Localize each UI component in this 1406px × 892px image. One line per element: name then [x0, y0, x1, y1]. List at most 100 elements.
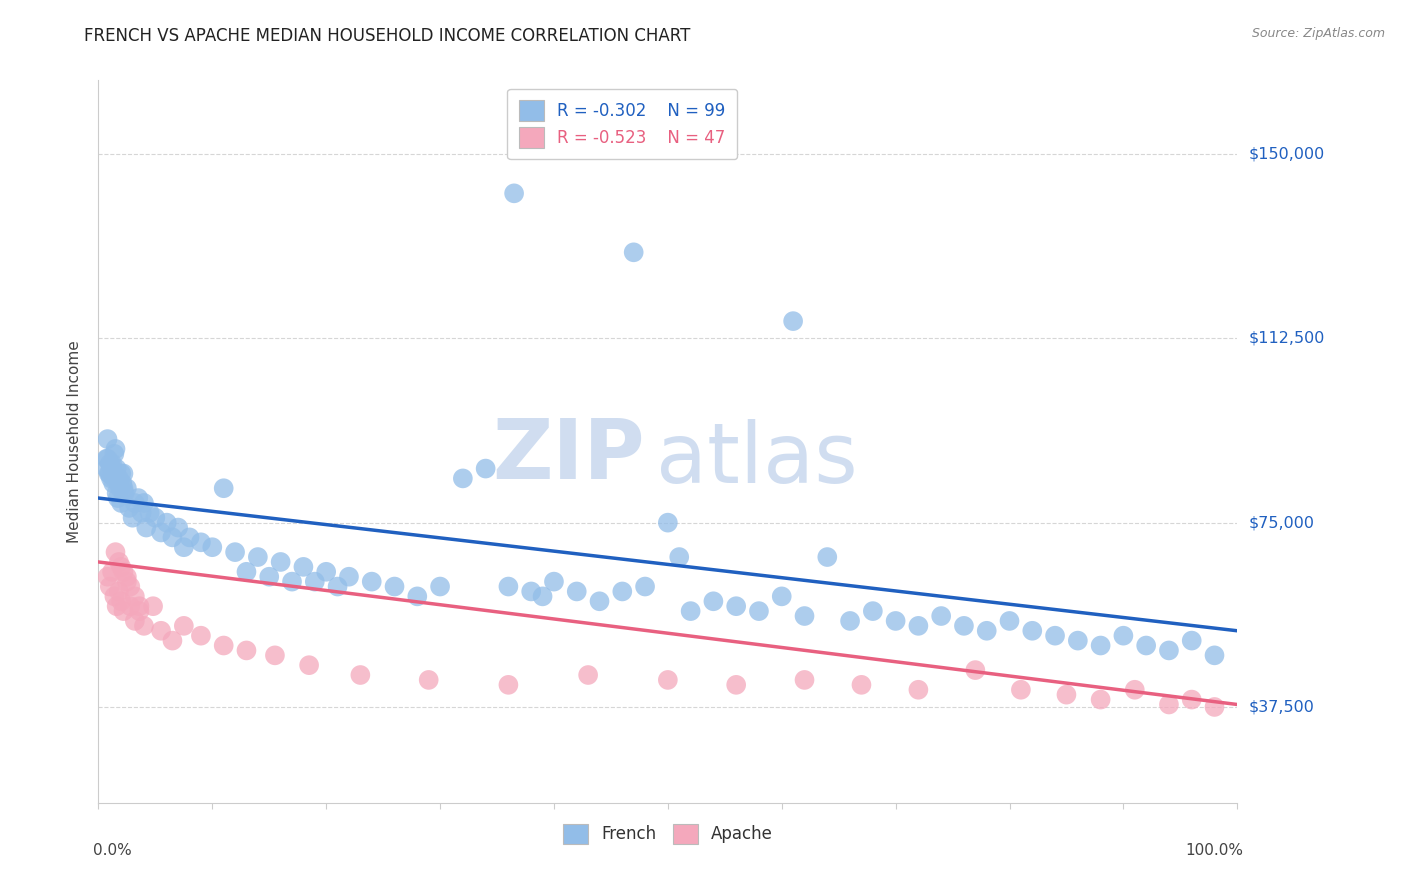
- Point: [145, 510, 167, 524]
- Point: [474, 461, 496, 475]
- Point: [965, 663, 987, 677]
- Point: [108, 476, 131, 491]
- Point: [105, 486, 128, 500]
- Point: [725, 599, 748, 614]
- Point: [179, 530, 201, 544]
- Point: [793, 673, 815, 687]
- Point: [150, 624, 173, 638]
- Point: [953, 619, 976, 633]
- Point: [212, 481, 235, 495]
- Point: [127, 491, 149, 505]
- Point: [907, 682, 929, 697]
- Point: [96, 432, 118, 446]
- Point: [384, 580, 406, 594]
- Point: [679, 604, 702, 618]
- Point: [110, 496, 132, 510]
- Text: $75,000: $75,000: [1249, 516, 1315, 530]
- Point: [702, 594, 724, 608]
- Point: [108, 471, 131, 485]
- Point: [429, 580, 451, 594]
- Point: [115, 481, 138, 495]
- Point: [224, 545, 246, 559]
- Point: [451, 471, 474, 485]
- Point: [104, 545, 127, 559]
- Point: [108, 555, 131, 569]
- Point: [173, 540, 195, 554]
- Point: [576, 668, 599, 682]
- Point: [110, 594, 132, 608]
- Point: [884, 614, 907, 628]
- Point: [138, 506, 160, 520]
- Point: [142, 599, 165, 614]
- Point: [150, 525, 173, 540]
- Point: [162, 633, 184, 648]
- Point: [543, 574, 565, 589]
- Point: [498, 678, 520, 692]
- Point: [770, 590, 793, 604]
- Point: [212, 639, 235, 653]
- Point: [862, 604, 884, 618]
- Point: [782, 314, 804, 328]
- Point: [1112, 629, 1135, 643]
- Point: [118, 500, 141, 515]
- Point: [657, 673, 679, 687]
- Point: [96, 570, 118, 584]
- Point: [97, 467, 120, 481]
- Point: [120, 599, 142, 614]
- Text: $112,500: $112,500: [1249, 331, 1324, 346]
- Point: [1157, 643, 1180, 657]
- Point: [498, 580, 520, 594]
- Point: [103, 476, 125, 491]
- Point: [132, 496, 155, 510]
- Point: [998, 614, 1021, 628]
- Point: [1054, 688, 1078, 702]
- Point: [190, 629, 212, 643]
- Point: [520, 584, 543, 599]
- Point: [101, 461, 124, 475]
- Point: [657, 516, 679, 530]
- Point: [292, 560, 315, 574]
- Point: [418, 673, 440, 687]
- Point: [173, 619, 195, 633]
- Point: [110, 560, 132, 574]
- Point: [337, 570, 360, 584]
- Point: [131, 506, 153, 520]
- Point: [851, 678, 873, 692]
- Point: [156, 516, 179, 530]
- Point: [112, 481, 135, 495]
- Point: [98, 580, 121, 594]
- Point: [907, 619, 929, 633]
- Point: [101, 457, 124, 471]
- Point: [96, 451, 118, 466]
- Point: [976, 624, 998, 638]
- Point: [128, 604, 150, 618]
- Text: ZIP: ZIP: [492, 416, 645, 497]
- Point: [103, 590, 125, 604]
- Point: [725, 678, 748, 692]
- Point: [1043, 629, 1066, 643]
- Point: [101, 565, 124, 579]
- Point: [668, 549, 690, 564]
- Text: 100.0%: 100.0%: [1185, 843, 1243, 857]
- Point: [929, 609, 952, 624]
- Point: [124, 496, 146, 510]
- Point: [108, 584, 131, 599]
- Point: [298, 658, 321, 673]
- Point: [112, 604, 135, 618]
- Point: [815, 549, 838, 564]
- Point: [1204, 700, 1226, 714]
- Point: [315, 565, 337, 579]
- Point: [406, 590, 429, 604]
- Point: [128, 599, 150, 614]
- Point: [246, 549, 269, 564]
- Point: [259, 570, 281, 584]
- Point: [124, 614, 146, 628]
- Point: [124, 590, 146, 604]
- Point: [1181, 692, 1204, 706]
- Point: [1157, 698, 1180, 712]
- Point: [167, 520, 190, 534]
- Point: [110, 467, 132, 481]
- Point: [201, 540, 224, 554]
- Point: [326, 580, 349, 594]
- Point: [98, 467, 121, 481]
